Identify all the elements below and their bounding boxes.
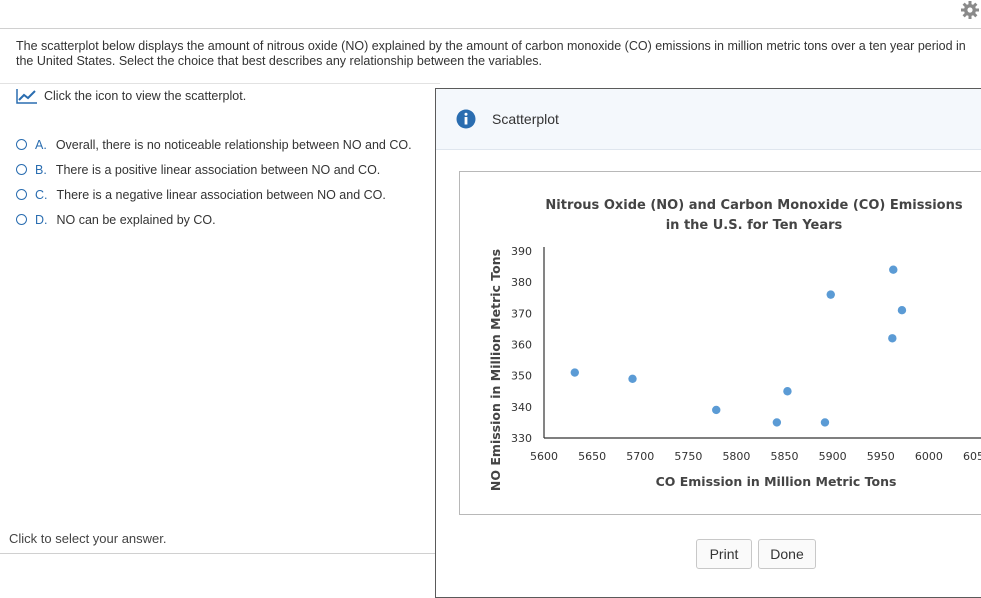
choice-letter: D. [35,212,48,227]
scatter-point [897,306,907,315]
scatter-point [570,368,579,377]
radio-button[interactable] [16,164,27,175]
x-tick-label: 5800 [722,450,750,463]
divider [0,83,440,84]
dialog-header: Scatterplot [436,89,981,150]
x-tick-label: 5650 [578,450,606,463]
print-button[interactable]: Print [696,539,752,569]
y-tick-label: 360 [511,339,532,352]
choice-text: There is a positive linear association b… [55,162,381,177]
done-button[interactable]: Done [758,539,816,569]
view-scatterplot-label: Click the icon to view the scatterplot. [44,89,247,103]
choice-text: Overall, there is no noticeable relation… [55,137,412,152]
chart-title-line-1: Nitrous Oxide (NO) and Carbon Monoxide (… [545,198,962,213]
scatter-point [628,374,637,383]
scatter-point [772,418,782,427]
x-axis-label: CO Emission in Million Metric Tons [656,474,897,489]
view-scatterplot-link[interactable]: Click the icon to view the scatterplot. [16,88,246,104]
x-tick-label: 5700 [626,450,654,463]
question-text: The scatterplot below displays the amoun… [16,39,966,68]
choice-letter: B. [35,162,47,177]
chart-title-line-2: in the U.S. for Ten Years [666,218,843,233]
x-tick-label: 5950 [867,450,895,463]
y-tick-label: 330 [511,432,532,445]
y-tick-label: 370 [511,307,532,320]
x-tick-label: 5850 [771,450,799,463]
y-axis-label: NO Emission in Million Metric Tons [488,249,503,491]
scatter-point [889,265,898,274]
x-tick-label: 6000 [915,450,943,463]
choice-text: There is a negative linear association b… [56,187,386,202]
radio-button[interactable] [16,189,27,200]
scatter-point [712,405,721,415]
x-tick-label: 5900 [819,450,847,463]
scatter-point [888,334,897,343]
scatter-point [783,387,792,396]
select-answer-hint: Click to select your answer. [9,531,167,546]
choice-d[interactable]: D. NO can be explained by CO. [16,207,412,232]
choice-letter: A. [35,137,47,152]
radio-button[interactable] [16,214,27,225]
gear-icon[interactable] [958,0,981,20]
answer-choices: A. Overall, there is no noticeable relat… [16,132,412,232]
x-tick-label: 6050 [963,450,981,463]
y-tick-label: 390 [511,245,532,258]
choice-c[interactable]: C. There is a negative linear associatio… [16,182,412,207]
scatter-point [820,418,830,427]
choice-a[interactable]: A. Overall, there is no noticeable relat… [16,132,412,157]
y-tick-label: 380 [511,276,532,289]
y-tick-label: 340 [511,401,532,414]
footer-divider [0,553,440,554]
y-tick-label: 350 [511,370,532,383]
choice-text: NO can be explained by CO. [56,212,216,227]
x-tick-label: 5600 [530,450,558,463]
scatterplot-dialog: Scatterplot Nitrous Oxide (NO) and Carbo… [435,88,981,598]
top-divider [0,28,981,29]
scatterplot-chart: Nitrous Oxide (NO) and Carbon Monoxide (… [459,171,981,515]
radio-button[interactable] [16,139,27,150]
dialog-title: Scatterplot [492,111,559,127]
scatterplot-svg: Nitrous Oxide (NO) and Carbon Monoxide (… [488,198,981,491]
choice-letter: C. [35,187,48,202]
info-icon [456,109,476,129]
line-chart-icon[interactable] [16,88,38,104]
scatter-point [826,290,835,299]
choice-b[interactable]: B. There is a positive linear associatio… [16,157,412,182]
x-tick-label: 5750 [674,450,702,463]
